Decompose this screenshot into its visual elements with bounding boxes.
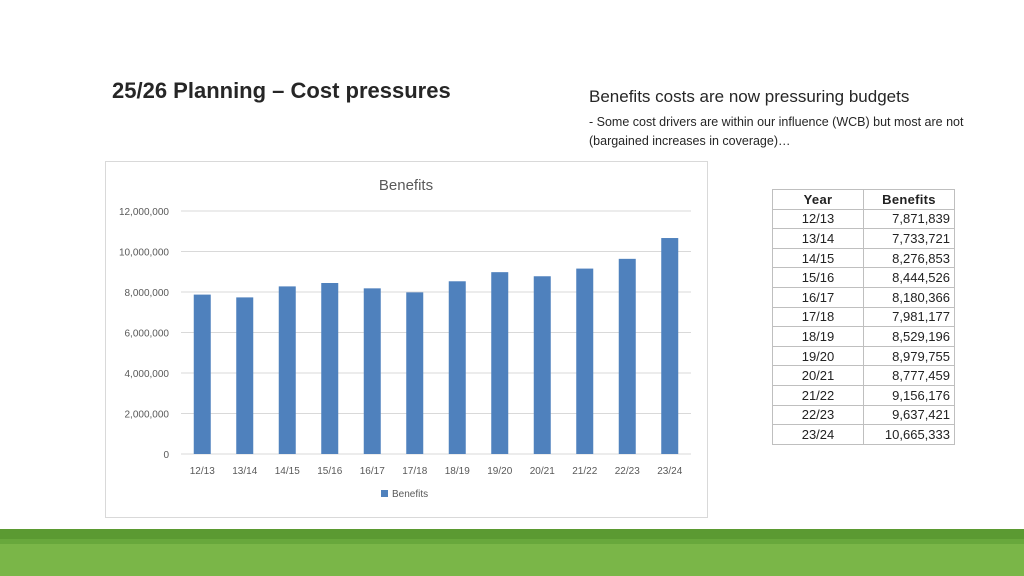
table-cell-benefits: 8,444,526 <box>863 267 955 288</box>
footer-band <box>0 544 1024 576</box>
table-cell-year: 17/18 <box>772 306 864 328</box>
bar <box>278 286 296 454</box>
table-cell-benefits: 8,276,853 <box>863 247 955 269</box>
bar <box>618 258 636 454</box>
table-row: 16/17 8,180,366 <box>772 286 955 308</box>
table-cell-benefits: 8,529,196 <box>863 326 955 347</box>
table-row: 17/18 7,981,177 <box>772 306 955 328</box>
table-row: 18/19 8,529,196 <box>772 326 955 347</box>
x-tick-label: 18/19 <box>445 466 470 477</box>
y-tick-label: 6,000,000 <box>125 329 170 340</box>
table-cell-benefits: 7,981,177 <box>863 306 955 328</box>
bar <box>491 272 509 454</box>
x-tick-label: 22/23 <box>615 466 640 477</box>
table-row: 22/23 9,637,421 <box>772 404 955 426</box>
table-row: 20/21 8,777,459 <box>772 365 955 386</box>
bar <box>321 282 339 454</box>
legend-label: Benefits <box>392 489 428 500</box>
table-row: 15/16 8,444,526 <box>772 267 955 288</box>
benefits-chart: Benefits 0 2,000,000 4,000,000 6,000,000 8,00… <box>105 161 708 518</box>
legend-swatch <box>381 490 388 497</box>
y-tick-label: 8,000,000 <box>125 288 170 299</box>
y-tick-label: 0 <box>163 450 169 461</box>
table-cell-benefits: 8,777,459 <box>863 365 955 386</box>
table-cell-year: 15/16 <box>772 267 864 288</box>
x-tick-label: 16/17 <box>360 466 385 477</box>
table-header-year: Year <box>772 189 864 210</box>
footer-stripe <box>0 529 1024 539</box>
y-tick-label: 2,000,000 <box>125 410 170 421</box>
footer-bar <box>0 529 1024 576</box>
note-body: - Some cost drivers are within our influ… <box>589 115 964 148</box>
table-cell-benefits: 9,637,421 <box>863 404 955 426</box>
table-row: 23/24 10,665,333 <box>772 424 955 445</box>
table-cell-year: 23/24 <box>772 424 864 445</box>
x-tick-label: 15/16 <box>317 466 342 477</box>
table-cell-benefits: 9,156,176 <box>863 384 955 406</box>
bar <box>236 297 254 454</box>
bar <box>406 292 424 454</box>
x-tick-label: 12/13 <box>190 466 215 477</box>
table-header-row: Year Benefits <box>772 189 955 210</box>
bar <box>448 281 466 454</box>
x-tick-label: 20/21 <box>530 466 555 477</box>
x-tick-label: 19/20 <box>487 466 512 477</box>
table-cell-year: 12/13 <box>772 208 864 230</box>
x-tick-label: 21/22 <box>572 466 597 477</box>
table-cell-benefits: 7,733,721 <box>863 228 955 249</box>
table-cell-benefits: 10,665,333 <box>863 424 955 445</box>
x-tick-label: 13/14 <box>232 466 257 477</box>
bar <box>363 288 381 454</box>
table-cell-year: 19/20 <box>772 345 864 367</box>
note-block: Benefits costs are now pressuring budget… <box>589 87 969 151</box>
x-tick-label: 23/24 <box>657 466 682 477</box>
table-header-benefits: Benefits <box>863 189 955 210</box>
table-row: 19/20 8,979,755 <box>772 345 955 367</box>
table-cell-benefits: 8,180,366 <box>863 286 955 308</box>
table-row: 13/14 7,733,721 <box>772 228 955 249</box>
y-tick-label: 4,000,000 <box>125 369 170 380</box>
table-row: 14/15 8,276,853 <box>772 247 955 269</box>
note-heading: Benefits costs are now pressuring budget… <box>589 87 910 106</box>
chart-title: Benefits <box>379 177 433 194</box>
y-tick-label: 12,000,000 <box>119 207 169 218</box>
table-cell-year: 21/22 <box>772 384 864 406</box>
table-cell-benefits: 8,979,755 <box>863 345 955 367</box>
table-cell-year: 14/15 <box>772 247 864 269</box>
table-cell-year: 18/19 <box>772 326 864 347</box>
bar <box>576 268 594 454</box>
table-cell-benefits: 7,871,839 <box>863 208 955 230</box>
bar <box>661 238 679 454</box>
table-cell-year: 16/17 <box>772 286 864 308</box>
bar <box>193 294 211 454</box>
benefits-table: Year Benefits 12/13 7,871,839 13/14 7,733,7… <box>772 189 955 445</box>
table-cell-year: 13/14 <box>772 228 864 249</box>
chart-svg: Benefits 0 2,000,000 4,000,000 6,000,000 8,00… <box>119 177 691 500</box>
table-cell-year: 22/23 <box>772 404 864 426</box>
y-tick-label: 10,000,000 <box>119 248 169 259</box>
table-row: 12/13 7,871,839 <box>772 208 955 230</box>
bar <box>533 276 551 454</box>
slide-title: 25/26 Planning – Cost pressures <box>112 78 451 103</box>
x-tick-label: 17/18 <box>402 466 427 477</box>
table-cell-year: 20/21 <box>772 365 864 386</box>
table-row: 21/22 9,156,176 <box>772 384 955 406</box>
x-tick-label: 14/15 <box>275 466 300 477</box>
